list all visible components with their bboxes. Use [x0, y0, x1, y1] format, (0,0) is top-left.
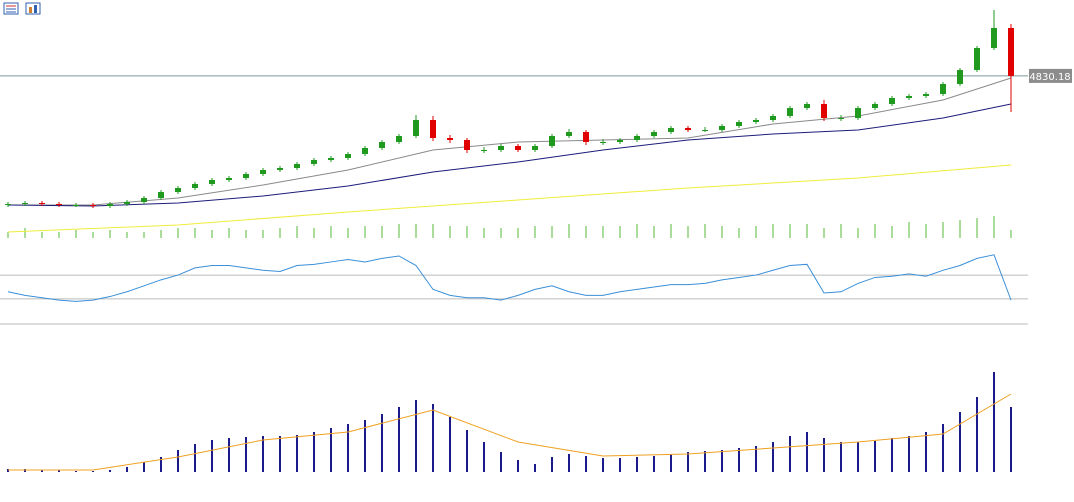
candle-body	[923, 94, 929, 96]
moving-average	[7, 103, 1012, 207]
candle-body	[141, 198, 147, 202]
candle-body	[787, 108, 793, 116]
candle-body	[277, 168, 283, 170]
candle-body	[294, 164, 300, 168]
moving-average	[7, 164, 1012, 233]
candle-body	[889, 98, 895, 104]
candle-body	[532, 146, 538, 150]
candle-body	[56, 204, 62, 205]
candle-body	[209, 180, 215, 184]
candle-body	[957, 70, 963, 84]
candle-body	[821, 104, 827, 118]
candle-body	[515, 146, 521, 150]
candle-body	[651, 132, 657, 136]
candle-body	[396, 136, 402, 142]
candle-body	[719, 126, 725, 130]
candle-body	[634, 136, 640, 140]
signal-line	[8, 393, 1012, 471]
chart-icon[interactable]	[25, 2, 41, 15]
candle-body	[770, 116, 776, 120]
candle-body	[566, 132, 572, 136]
candle-body	[549, 136, 555, 146]
candle-body	[328, 158, 334, 160]
candle-body	[311, 160, 317, 164]
candle-body	[804, 104, 810, 108]
price-label-box	[1029, 68, 1072, 83]
candle-body	[974, 48, 980, 70]
candle-body	[260, 170, 266, 174]
candle-body	[855, 108, 861, 118]
candle-body	[107, 204, 113, 206]
rsi-line	[7, 254, 1012, 302]
candle-body	[22, 203, 28, 204]
candle-body	[1008, 28, 1014, 76]
candle-body	[430, 120, 436, 138]
candle-body	[685, 128, 691, 130]
candle-body	[5, 204, 11, 205]
price-label: 4830.18	[1029, 72, 1070, 83]
candle-body	[379, 142, 385, 148]
candle-body	[838, 118, 844, 119]
candle-body	[617, 140, 623, 142]
candle-body	[124, 202, 130, 204]
candle-body	[362, 148, 368, 154]
candle-body	[464, 140, 470, 150]
candle-body	[345, 154, 351, 158]
candle-body	[940, 84, 946, 94]
candle-body	[90, 205, 96, 206]
candle-body	[736, 122, 742, 126]
moving-average	[8, 77, 1012, 206]
candle-body	[39, 203, 45, 204]
icon-bar	[29, 7, 32, 13]
candle-body	[73, 205, 79, 206]
candle-body	[158, 192, 164, 198]
candle-body	[481, 150, 487, 151]
candle-body	[702, 130, 708, 131]
candle-body	[583, 132, 589, 142]
candle-body	[413, 120, 419, 136]
candle-body	[872, 104, 878, 108]
candle-body	[991, 28, 997, 48]
candle-body	[243, 174, 249, 178]
icon-bar	[34, 5, 37, 13]
candle-body	[447, 138, 453, 140]
candle-body	[753, 120, 759, 122]
toolbar[interactable]	[3, 2, 41, 15]
candle-body	[226, 178, 232, 180]
candle-body	[192, 184, 198, 188]
candle-body	[906, 96, 912, 98]
candle-body	[668, 128, 674, 132]
candle-body	[498, 146, 504, 150]
candle-body	[600, 142, 606, 143]
candle-body	[175, 188, 181, 192]
